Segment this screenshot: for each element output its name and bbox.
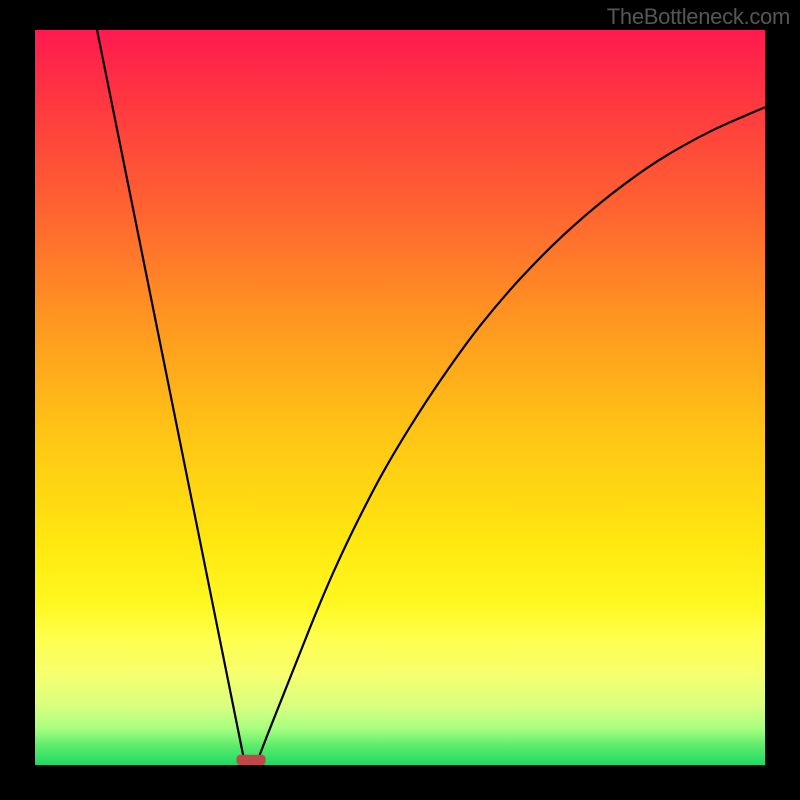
plot-area	[35, 30, 765, 765]
curve-left-branch	[97, 30, 244, 758]
curve-right-branch	[258, 107, 765, 758]
chart-container: TheBottleneck.com	[0, 0, 800, 800]
curve-layer	[35, 30, 765, 765]
minimum-marker	[236, 755, 265, 765]
watermark-text: TheBottleneck.com	[607, 4, 790, 30]
